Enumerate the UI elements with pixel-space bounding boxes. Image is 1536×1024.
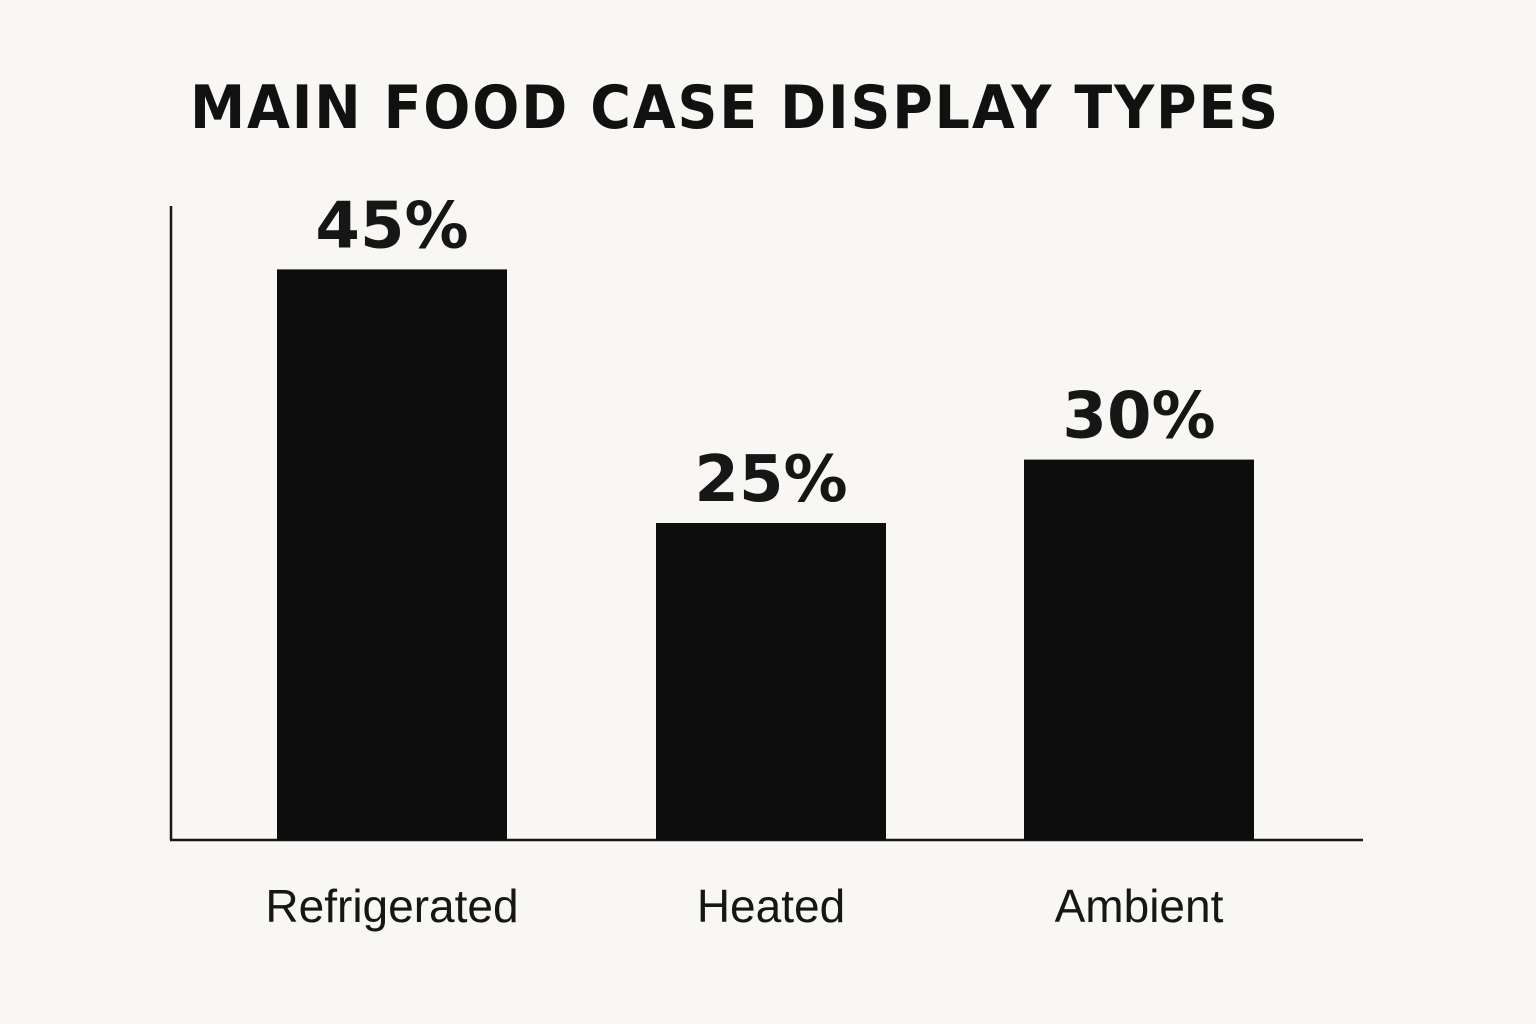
bar-refrigerated xyxy=(277,269,507,840)
bar-heated xyxy=(656,523,886,840)
category-label-refrigerated: Refrigerated xyxy=(265,880,518,932)
bars xyxy=(277,269,1254,840)
category-labels: Refrigerated Heated Ambient xyxy=(265,880,1223,932)
value-labels: 45% 25% 30% xyxy=(315,189,1215,517)
value-label-heated: 25% xyxy=(694,443,847,517)
value-label-ambient: 30% xyxy=(1062,380,1215,454)
category-label-ambient: Ambient xyxy=(1055,880,1224,932)
value-label-refrigerated: 45% xyxy=(315,189,468,263)
category-label-heated: Heated xyxy=(697,880,845,932)
bar-ambient xyxy=(1024,459,1254,840)
chart-title: MAIN FOOD CASE DISPLAY TYPES xyxy=(190,73,1280,143)
